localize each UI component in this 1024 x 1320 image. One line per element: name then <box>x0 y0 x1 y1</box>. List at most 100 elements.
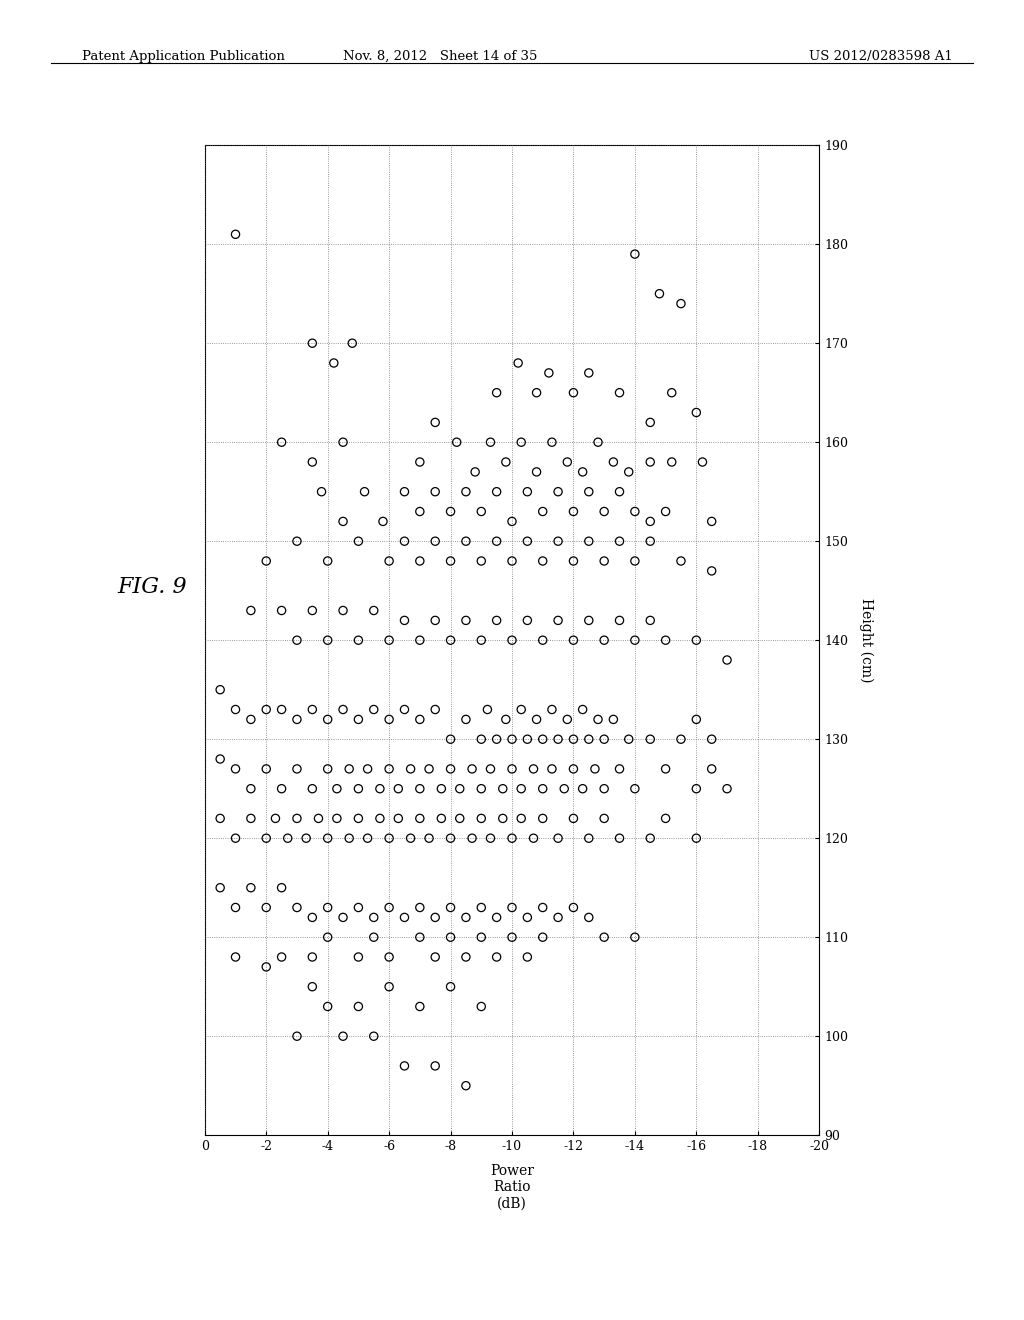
Point <box>396 907 413 928</box>
Point <box>664 451 680 473</box>
Point <box>495 779 511 800</box>
Point <box>381 828 397 849</box>
Point <box>273 946 290 968</box>
Point <box>611 531 628 552</box>
Point <box>541 363 557 384</box>
Point <box>258 957 274 978</box>
Point <box>412 709 428 730</box>
Point <box>289 709 305 730</box>
Point <box>657 758 674 779</box>
Point <box>442 898 459 919</box>
Point <box>427 907 443 928</box>
Point <box>421 758 437 779</box>
Point <box>651 284 668 305</box>
Point <box>335 907 351 928</box>
Point <box>359 828 376 849</box>
Point <box>544 700 560 721</box>
Point <box>412 927 428 948</box>
Point <box>559 451 575 473</box>
Point <box>442 927 459 948</box>
Point <box>433 808 450 829</box>
Point <box>412 898 428 919</box>
Point <box>280 828 296 849</box>
Point <box>596 550 612 572</box>
Point <box>258 550 274 572</box>
Point <box>535 729 551 750</box>
Point <box>258 828 274 849</box>
Point <box>304 946 321 968</box>
Point <box>473 927 489 948</box>
Point <box>498 709 514 730</box>
Point <box>535 630 551 651</box>
Point <box>565 758 582 779</box>
Point <box>412 550 428 572</box>
Point <box>402 828 419 849</box>
Point <box>289 758 305 779</box>
Point <box>458 709 474 730</box>
Point <box>381 758 397 779</box>
Point <box>688 709 705 730</box>
Point <box>310 808 327 829</box>
Point <box>525 828 542 849</box>
Point <box>627 779 643 800</box>
Point <box>335 599 351 622</box>
Point <box>550 907 566 928</box>
Point <box>488 610 505 631</box>
Point <box>565 383 582 404</box>
Point <box>513 700 529 721</box>
Point <box>350 531 367 552</box>
Point <box>703 561 720 582</box>
Point <box>473 500 489 521</box>
Point <box>381 550 397 572</box>
Point <box>267 808 284 829</box>
Point <box>596 927 612 948</box>
Point <box>642 531 658 552</box>
Point <box>381 946 397 968</box>
Point <box>574 700 591 721</box>
Point <box>427 1056 443 1077</box>
Point <box>473 898 489 919</box>
Point <box>396 1056 413 1077</box>
Point <box>243 599 259 622</box>
Point <box>673 550 689 572</box>
Point <box>212 748 228 770</box>
Point <box>565 630 582 651</box>
Point <box>304 779 321 800</box>
Point <box>596 630 612 651</box>
Point <box>319 758 336 779</box>
Point <box>565 729 582 750</box>
Point <box>442 630 459 651</box>
Point <box>673 729 689 750</box>
Point <box>381 898 397 919</box>
Point <box>550 729 566 750</box>
Point <box>719 649 735 671</box>
Text: FIG. 9: FIG. 9 <box>118 577 187 598</box>
Point <box>519 610 536 631</box>
Point <box>535 927 551 948</box>
Point <box>458 531 474 552</box>
Point <box>442 828 459 849</box>
Point <box>319 995 336 1016</box>
Point <box>381 709 397 730</box>
Point <box>504 729 520 750</box>
Point <box>528 383 545 404</box>
Point <box>596 500 612 521</box>
Point <box>341 828 357 849</box>
Point <box>335 511 351 532</box>
Point <box>273 432 290 453</box>
Point <box>390 779 407 800</box>
Point <box>412 630 428 651</box>
Point <box>525 758 542 779</box>
Point <box>273 599 290 622</box>
Point <box>412 808 428 829</box>
Point <box>504 898 520 919</box>
Point <box>535 500 551 521</box>
Point <box>212 878 228 899</box>
Point <box>319 630 336 651</box>
Point <box>375 511 391 532</box>
Point <box>550 828 566 849</box>
Point <box>581 610 597 631</box>
Point <box>273 878 290 899</box>
Point <box>243 808 259 829</box>
Point <box>488 907 505 928</box>
